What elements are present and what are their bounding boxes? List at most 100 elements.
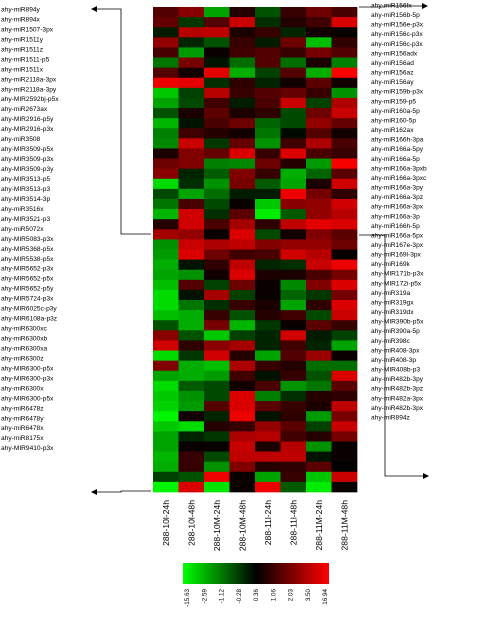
row-label-left: ahy-miR894x	[1, 16, 41, 23]
heatmap-cell	[280, 198, 307, 210]
heatmap-cell	[178, 401, 205, 412]
heatmap-cell	[229, 67, 256, 79]
heatmap-cell	[255, 249, 281, 260]
heatmap-cell	[306, 118, 332, 129]
heatmap-cell	[255, 198, 281, 210]
heatmap-cell	[280, 370, 307, 382]
heatmap-cell	[280, 259, 307, 271]
heatmap-cell	[306, 330, 332, 341]
heatmap-cell	[229, 451, 256, 463]
row-label-left: ahy-MIR2916-p3x	[1, 126, 54, 133]
heatmap-cell	[229, 168, 256, 180]
heatmap-cell	[280, 441, 307, 452]
heatmap-cell	[331, 481, 358, 493]
heatmap-cell	[306, 188, 332, 200]
heatmap-cell	[153, 198, 179, 210]
heatmap-cell	[229, 360, 256, 372]
row-label-right: ahy-miR408-3px	[371, 347, 420, 354]
heatmap-cell	[255, 87, 281, 99]
heatmap-cell	[306, 401, 332, 412]
row-label-left: ahy-miR1511y	[1, 36, 44, 43]
heatmap-cell	[255, 77, 281, 89]
heatmap-cell	[306, 148, 332, 159]
heatmap-cell	[280, 289, 307, 301]
row-label-right: ahy-miR482a-3px	[371, 395, 424, 402]
heatmap-cell	[229, 259, 256, 271]
heatmap-cell	[280, 340, 307, 351]
heatmap-cell	[204, 461, 230, 473]
heatmap-cell	[229, 481, 256, 493]
heatmap-cell	[204, 360, 230, 372]
row-label-left: ahy-MIR5083-p3x	[1, 236, 54, 243]
heatmap-cell	[204, 158, 230, 170]
heatmap-cell	[229, 108, 256, 119]
heatmap-cell	[178, 128, 205, 139]
heatmap-cell	[178, 178, 205, 190]
heatmap-cell	[280, 67, 307, 79]
heatmap-cell	[153, 87, 179, 99]
heatmap-cell	[204, 451, 230, 463]
heatmap-cell	[331, 57, 358, 68]
heatmap-cell	[204, 471, 230, 483]
row-label-right: ahy-miR156ad	[371, 60, 414, 67]
heatmap-cell	[255, 380, 281, 392]
row-label-right: ahy-MIR172i-p5x	[371, 280, 422, 287]
column-label: 288-10l-24h	[161, 500, 171, 546]
row-label-right: ahy-miR169l-3px	[371, 252, 422, 259]
heatmap-cell	[331, 108, 358, 119]
row-label-left: ahy-MIR3509-p3y	[1, 166, 54, 173]
heatmap-cell	[331, 249, 358, 260]
heatmap-cell	[178, 421, 205, 432]
heatmap-cell	[280, 310, 307, 321]
heatmap-cell	[280, 37, 307, 48]
heatmap-cell	[178, 471, 205, 483]
row-label-left: ahy-miR894y	[1, 7, 41, 14]
heatmap-cell	[280, 269, 307, 281]
heatmap-cell	[280, 219, 307, 230]
heatmap-cell	[229, 178, 256, 190]
row-label-left: ahy-miR6300x	[1, 385, 44, 392]
heatmap-cell	[153, 97, 179, 109]
row-label-right: ahy-miR166a-3px	[371, 204, 424, 211]
heatmap-cell	[280, 17, 307, 28]
heatmap-cell	[255, 320, 281, 331]
heatmap-cell	[331, 47, 358, 58]
heatmap-cell	[178, 229, 205, 240]
heatmap-cell	[306, 158, 332, 170]
heatmap-cell	[153, 441, 179, 452]
heatmap-cell	[153, 178, 179, 190]
heatmap-cell	[178, 380, 205, 392]
heatmap-cell	[204, 320, 230, 331]
heatmap-cell	[178, 330, 205, 341]
heatmap-cell	[331, 350, 358, 361]
heatmap-cell	[331, 118, 358, 129]
heatmap-cell	[178, 148, 205, 159]
row-label-right: ahy-miR160-5p	[371, 117, 416, 124]
heatmap-cell	[204, 401, 230, 412]
heatmap-cell	[229, 461, 256, 473]
heatmap-cell	[331, 300, 358, 311]
heatmap-cell	[306, 37, 332, 48]
heatmap-cell	[331, 390, 358, 402]
heatmap-cell	[306, 249, 332, 260]
heatmap-cell	[153, 7, 179, 18]
heatmap-cell	[229, 441, 256, 452]
heatmap-cell	[178, 138, 205, 149]
heatmap-cell	[204, 87, 230, 99]
row-label-left: ahy-MIR6300-p5x	[1, 365, 54, 372]
heatmap-cell	[280, 330, 307, 341]
heatmap-cell	[306, 431, 332, 442]
row-label-right: ahy-MIR171b-p3x	[371, 271, 424, 278]
heatmap-cell	[153, 37, 179, 48]
heatmap-cell	[229, 27, 256, 38]
heatmap-cell	[178, 219, 205, 230]
heatmap-cell	[280, 57, 307, 68]
heatmap-cell	[280, 380, 307, 392]
heatmap-cell	[229, 390, 256, 402]
heatmap-cell	[153, 370, 179, 382]
heatmap-cell	[306, 380, 332, 392]
row-label-left: ahy-miR6478x	[1, 425, 44, 432]
heatmap-cell	[255, 269, 281, 281]
heatmap-cell	[204, 481, 230, 493]
heatmap-cell	[204, 209, 230, 220]
